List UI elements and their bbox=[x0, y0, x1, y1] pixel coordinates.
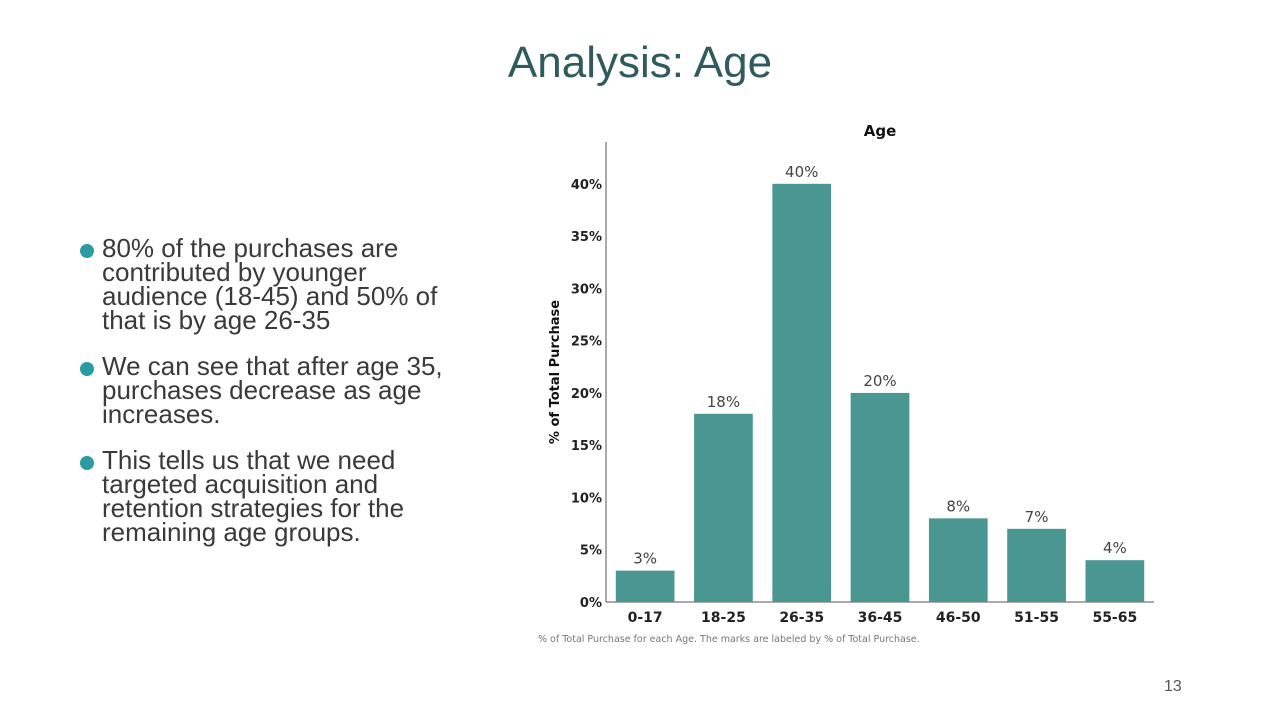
bar-36-45 bbox=[850, 392, 910, 602]
bar-18-25 bbox=[694, 413, 753, 602]
bullet-item: We can see that after age 35, purchases … bbox=[78, 351, 458, 429]
bar-26-35 bbox=[772, 183, 832, 602]
y-tick-label: 25% bbox=[571, 335, 602, 350]
y-tick-label: 20% bbox=[571, 387, 602, 402]
bar-value-label: 7% bbox=[1025, 508, 1049, 526]
bar-value-label: 18% bbox=[707, 393, 740, 411]
x-tick-label: 46-50 bbox=[936, 610, 981, 626]
x-tick-label: 36-45 bbox=[858, 610, 903, 626]
y-tick-label: 10% bbox=[571, 491, 602, 506]
chart-title: Age bbox=[864, 122, 897, 140]
chart-caption: % of Total Purchase for each Age. The ma… bbox=[538, 634, 920, 645]
y-axis-label: % of Total Purchase bbox=[548, 300, 563, 444]
bullet-list: 80% of the purchases are contributed by … bbox=[78, 233, 458, 566]
y-tick-label: 35% bbox=[571, 230, 602, 245]
bullet-item: This tells us that we need targeted acqu… bbox=[78, 445, 458, 547]
bullet-dot-icon bbox=[80, 244, 94, 258]
x-tick-label: 0-17 bbox=[628, 610, 663, 626]
x-tick-label: 51-55 bbox=[1014, 610, 1059, 626]
bullet-dot-icon bbox=[80, 456, 94, 470]
bullet-dot-icon bbox=[80, 362, 94, 376]
bar-0-17 bbox=[615, 570, 675, 602]
bullet-text: This tells us that we need targeted acqu… bbox=[102, 445, 405, 547]
y-tick-label: 15% bbox=[571, 439, 602, 454]
bar-55-65 bbox=[1085, 560, 1145, 602]
age-bar-chart-svg: Age % of Total Purchase 0% 5% 10% 15% 20% 25% 30… bbox=[538, 122, 1154, 645]
bullet-text: 80% of the purchases are contributed by … bbox=[102, 233, 438, 335]
bar-51-55 bbox=[1007, 528, 1066, 602]
slide-title: Analysis: Age bbox=[507, 38, 773, 87]
y-tick-label: 0% bbox=[580, 596, 602, 611]
page-number: 13 bbox=[1164, 678, 1182, 695]
bullet-text: We can see that after age 35, purchases … bbox=[102, 351, 443, 429]
bar-value-label: 4% bbox=[1103, 539, 1127, 557]
x-tick-label: 55-65 bbox=[1092, 610, 1137, 626]
x-tick-label: 26-35 bbox=[779, 610, 824, 626]
bar-value-label: 40% bbox=[785, 163, 818, 181]
x-tick-label: 18-25 bbox=[701, 610, 746, 626]
y-tick-label: 5% bbox=[580, 544, 602, 559]
bullet-item: 80% of the purchases are contributed by … bbox=[78, 233, 458, 335]
bar-value-label: 20% bbox=[863, 372, 896, 390]
age-chart: Age % of Total Purchase 0% 5% 10% 15% 20% 25% 30… bbox=[530, 110, 1170, 660]
bar-46-50 bbox=[928, 518, 988, 602]
bar-value-label: 3% bbox=[633, 550, 657, 568]
y-tick-label: 30% bbox=[571, 282, 602, 297]
bar-value-label: 8% bbox=[946, 497, 970, 515]
y-tick-label: 40% bbox=[571, 178, 602, 193]
